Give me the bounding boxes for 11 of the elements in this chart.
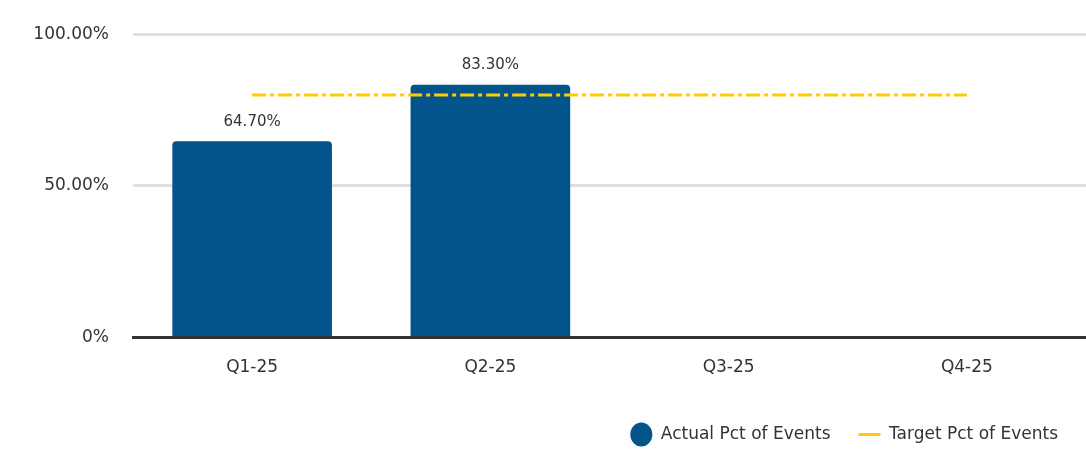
y-tick-label: 100.00% <box>33 22 109 43</box>
data-label: 83.30% <box>461 55 519 74</box>
y-tick-label: 0% <box>82 326 109 347</box>
x-tick-label: Q3-25 <box>702 356 755 377</box>
x-tick-label: Q2-25 <box>464 356 517 377</box>
legend-label: Target Pct of Events <box>887 422 1059 443</box>
data-label: 64.70% <box>223 111 281 130</box>
y-tick-label: 50.00% <box>44 174 109 195</box>
x-tick-label: Q1-25 <box>226 356 279 377</box>
legend-label: Actual Pct of Events <box>660 422 831 443</box>
x-tick-label: Q4-25 <box>940 356 993 377</box>
